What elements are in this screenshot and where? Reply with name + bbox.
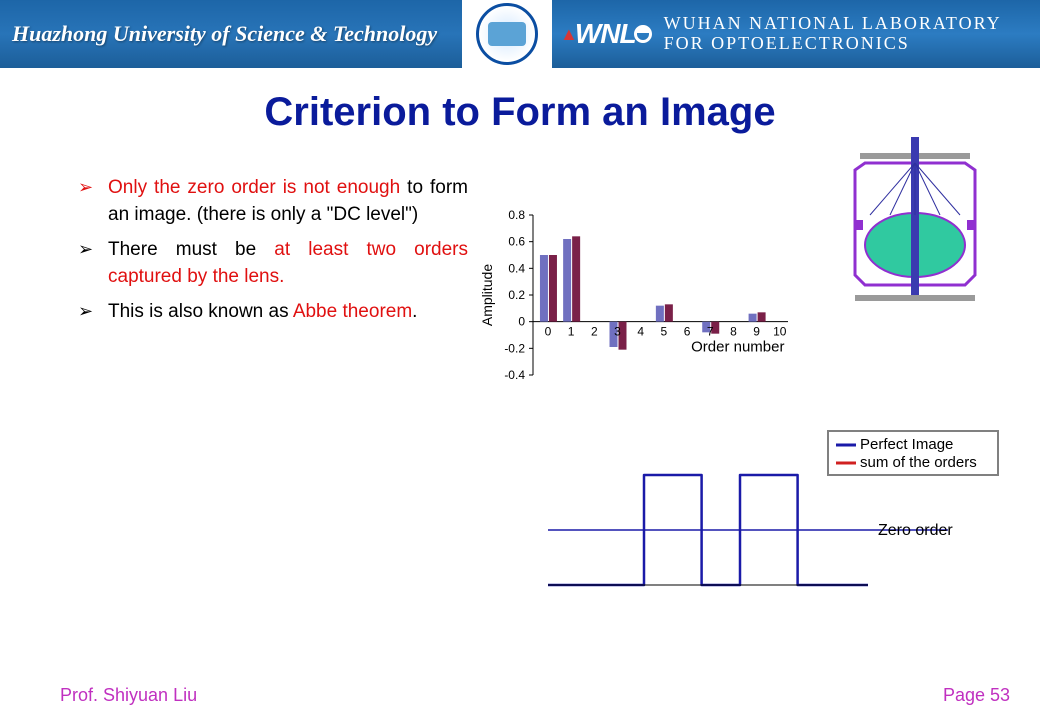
logo-wrap (462, 0, 552, 68)
svg-text:9: 9 (753, 325, 760, 339)
page-number: Page 53 (943, 685, 1010, 706)
svg-text:Zero order: Zero order (878, 522, 953, 539)
bullet-item: Only the zero order is not enough to for… (78, 175, 468, 229)
hust-banner: Huazhong University of Science & Technol… (0, 0, 462, 68)
bullet-item: This is also known as Abbe theorem. (78, 299, 468, 326)
svg-text:1: 1 (568, 325, 575, 339)
svg-text:6: 6 (684, 325, 691, 339)
content-area: Only the zero order is not enough to for… (0, 175, 1040, 334)
svg-text:-0.4: -0.4 (504, 368, 525, 382)
svg-text:5: 5 (661, 325, 668, 339)
svg-text:0.6: 0.6 (508, 235, 525, 249)
professor-label: Prof. Shiyuan Liu (60, 685, 197, 706)
amplitude-bar-chart: -0.4 -0.2 0 0.2 0.4 0.6 0.8 0 1 2 3 4 5 6 7 8 9 10 Amplitu… (478, 205, 798, 405)
svg-text:Amplitude: Amplitude (479, 264, 495, 326)
svg-text:0: 0 (545, 325, 552, 339)
svg-text:7: 7 (707, 325, 714, 339)
svg-text:sum of the orders: sum of the orders (860, 454, 977, 471)
svg-text:Order number: Order number (691, 339, 784, 356)
svg-text:10: 10 (773, 325, 787, 339)
header-bar: Huazhong University of Science & Technol… (0, 0, 1040, 68)
wnlo-banner: ▲WNL WUHAN NATIONAL LABORATORY FOR OPTOE… (552, 0, 1040, 68)
svg-text:2: 2 (591, 325, 598, 339)
svg-text:-0.2: -0.2 (504, 341, 525, 355)
svg-text:0.8: 0.8 (508, 208, 525, 222)
svg-text:Perfect Image: Perfect Image (860, 436, 953, 453)
page-title: Criterion to Form an Image (0, 90, 1040, 135)
svg-text:8: 8 (730, 325, 737, 339)
waveform-plot: Zero order Perfect Imagesum of the orders (528, 425, 1008, 615)
svg-text:0.4: 0.4 (508, 261, 525, 275)
wnlo-text: WUHAN NATIONAL LABORATORY FOR OPTOELECTR… (664, 14, 1002, 54)
wnlo-logo-icon: ▲WNL (560, 18, 652, 50)
svg-text:4: 4 (637, 325, 644, 339)
svg-text:3: 3 (614, 325, 621, 339)
bullet-item: There must be at least two orders captur… (78, 237, 468, 291)
lens-diagram (820, 135, 1010, 325)
svg-text:0.2: 0.2 (508, 288, 525, 302)
bullet-list: Only the zero order is not enough to for… (78, 175, 468, 334)
hust-logo-icon (476, 3, 538, 65)
footer: Prof. Shiyuan Liu Page 53 (0, 685, 1040, 706)
figures-column: -0.4-0.200.20.40.60.8012345678910Amplitu… (468, 175, 990, 334)
svg-text:0: 0 (518, 315, 525, 329)
hust-text: Huazhong University of Science & Technol… (12, 21, 437, 47)
